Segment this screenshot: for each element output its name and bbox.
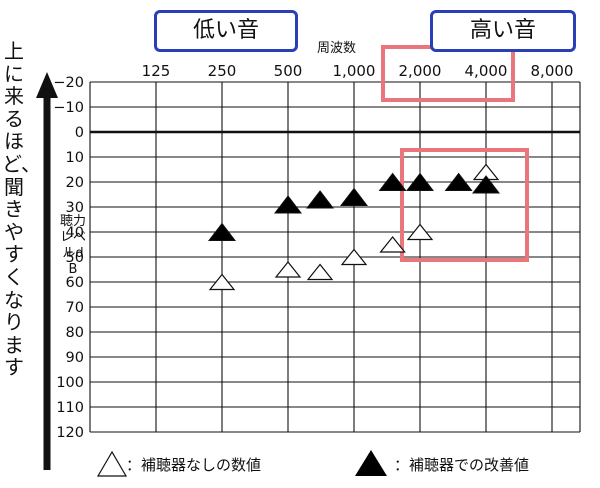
grid <box>89 81 581 433</box>
y-axis-title: 聴力レベルdB <box>60 214 87 277</box>
y-tick-label: 30 <box>66 200 84 216</box>
y-tick-label: 100 <box>56 375 84 391</box>
vertical-note: 上に来るほど、聞きやすくなります <box>2 39 41 380</box>
y-tick-label: −20 <box>53 75 84 91</box>
y-tick-label: 120 <box>56 425 84 441</box>
open-triangle-point <box>306 263 334 281</box>
filled-triangle-point <box>378 172 407 191</box>
x-axis-title: 周波数 <box>317 41 357 56</box>
low-sound-label: 低い音 <box>154 10 298 52</box>
y-tick-label: 80 <box>66 325 84 341</box>
y-tick-label: 110 <box>56 400 84 416</box>
legend-open-triangle-icon <box>96 450 128 477</box>
legend-open: ：補聴器なしの数値 <box>98 454 261 475</box>
open-triangle-point <box>340 248 368 266</box>
filled-triangle-point <box>339 187 369 206</box>
y-tick-label: 10 <box>66 150 84 166</box>
open-triangle-point <box>274 261 302 278</box>
x-tick-label: 2,000 <box>399 62 442 80</box>
filled-triangle-point <box>207 222 237 241</box>
filled-triangle-point <box>306 190 335 209</box>
y-tick-label: 20 <box>66 175 84 191</box>
x-tick-labels: 125 250 500 1,000 2,000 4,000 8,000 <box>142 62 574 80</box>
filled-triangle-point <box>273 195 303 214</box>
y-tick-label: −10 <box>53 100 84 116</box>
data-highlight-box <box>400 148 529 262</box>
x-tick-label: 1,000 <box>333 62 376 80</box>
data-points <box>207 163 501 291</box>
open-triangle-point <box>208 273 236 291</box>
y-tick-label: 70 <box>66 300 84 316</box>
y-tick-label: 0 <box>75 125 84 141</box>
x-tick-label: 125 <box>142 62 171 80</box>
legend-filled: ：補聴器での改善値 <box>360 454 529 475</box>
x-tick-label: 250 <box>208 62 237 80</box>
up-arrow-head <box>36 72 58 98</box>
y-tick-label: 90 <box>66 350 84 366</box>
x-tick-label: 4,000 <box>465 62 508 80</box>
filled-triangle-point <box>405 172 435 191</box>
x-tick-label: 500 <box>274 62 303 80</box>
open-triangle-point <box>406 223 434 241</box>
filled-triangle-point <box>471 175 501 194</box>
filled-triangle-point <box>444 172 473 191</box>
high-sound-label: 高い音 <box>430 10 576 52</box>
legend-filled-label: ：補聴器での改善値 <box>394 456 530 474</box>
legend-open-label: ：補聴器なしの数値 <box>126 456 262 474</box>
y-tick-label: 50 <box>66 250 84 266</box>
x-tick-label: 8,000 <box>531 62 574 80</box>
y-tick-label: 60 <box>66 275 84 291</box>
y-tick-labels: −20 −10 0 10 20 30 40 50 60 70 80 90 100 110 120 <box>53 75 84 441</box>
y-tick-label: 40 <box>66 225 84 241</box>
open-triangle-point <box>379 236 406 253</box>
legend-filled-triangle-icon <box>355 450 387 476</box>
